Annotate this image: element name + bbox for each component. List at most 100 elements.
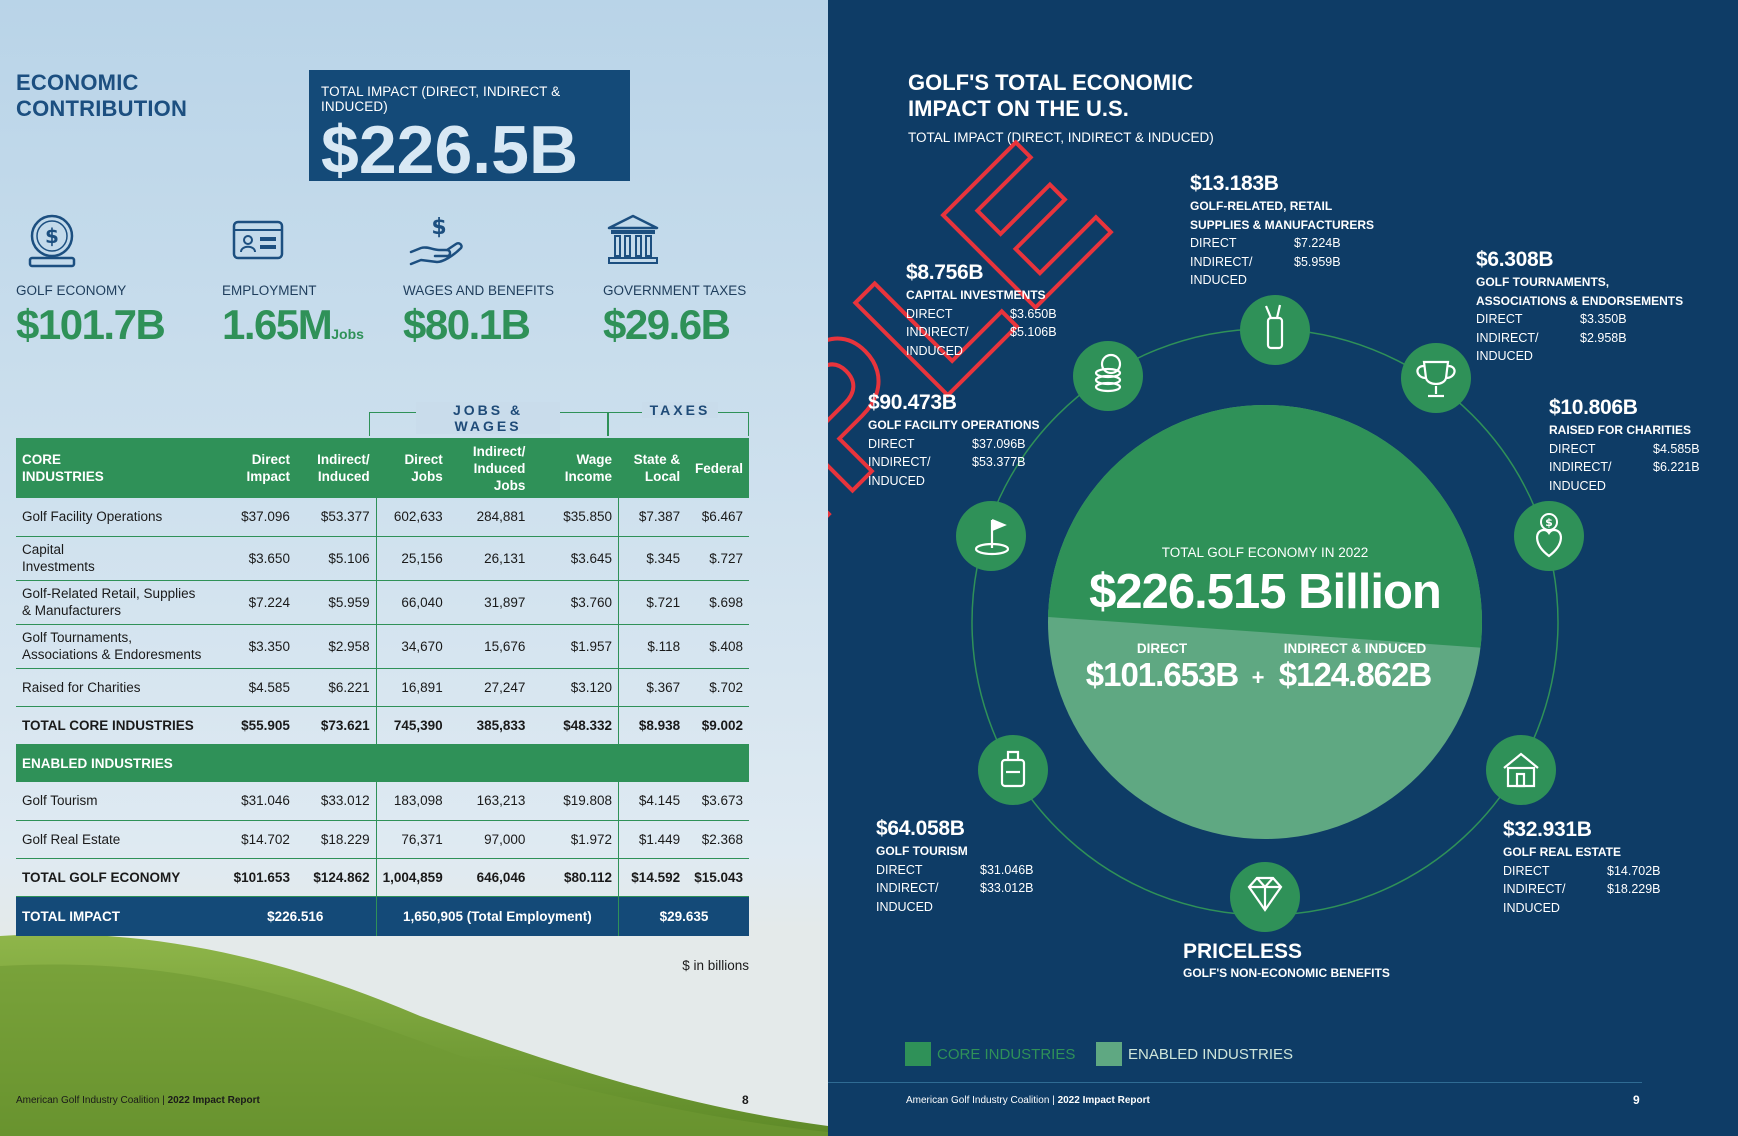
golf-bag-icon [1264, 304, 1284, 350]
table-cell: $7.224 [214, 580, 296, 625]
table-cell: $80.112 [531, 858, 620, 897]
enabled-industries-label: ENABLED INDUSTRIES [16, 744, 749, 782]
table-row: Golf Tournaments, Associations & Endoresm… [16, 624, 749, 669]
table-header-row: CORE INDUSTRIES Direct Impact Indirect/Ind… [16, 438, 749, 498]
table-cell: $3.760 [531, 580, 620, 625]
table-cell: Capital Investments [16, 536, 215, 581]
table-cell: $124.862 [295, 858, 377, 897]
economy-circle-graphic: $ [828, 98, 1584, 932]
jobs-wages-label: JOBS & WAGES [416, 402, 560, 434]
diamond-icon [1247, 876, 1283, 912]
table-cell: $15.043 [686, 858, 749, 897]
table-cell: $.721 [618, 580, 687, 625]
total-impact-row: TOTAL IMPACT $226.516 1,650,905 (Total Emp… [16, 896, 749, 936]
indirect-value: $124.862B [1278, 656, 1432, 693]
table-cell: $14.702 [214, 820, 296, 859]
header-wage-income: Wage Income [531, 438, 620, 498]
taxes-label: TAXES [642, 402, 718, 418]
table-cell: Golf Tournaments, Associations & Endoresm… [16, 624, 215, 669]
legend-enabled-swatch [1096, 1042, 1122, 1066]
table-cell: $3.120 [531, 668, 620, 707]
header-direct-impact: Direct Impact [214, 438, 296, 498]
table-cell: 183,098 [376, 782, 449, 821]
table-cell: 15,676 [448, 624, 532, 669]
table-cell: $.727 [686, 536, 749, 581]
table-cell: $37.096 [214, 498, 296, 537]
table-cell: $1.957 [531, 624, 620, 669]
table-cell: $19.808 [531, 782, 620, 821]
total-core-row: TOTAL CORE INDUSTRIES $55.905 $73.621 745,3… [16, 706, 749, 745]
plus-sign: + [1251, 665, 1265, 690]
table-cell: 76,371 [376, 820, 449, 859]
table-cell: Raised for Charities [16, 668, 215, 707]
units-note: $ in billions [682, 958, 749, 973]
footer-divider [828, 1082, 1642, 1083]
total-impact-label: TOTAL IMPACT (DIRECT, INDIRECT & INDUCED… [321, 84, 561, 114]
legend-enabled: ENABLED INDUSTRIES [1096, 1042, 1293, 1066]
table-cell: $226.516 [214, 896, 377, 936]
segment-capital: $8.756B CAPITAL INVESTMENTS DIRECT $3.650… [906, 261, 1057, 358]
table-cell: $3.673 [686, 782, 749, 821]
table-row: Raised for Charities $4.585 $6.221 16,891 27… [16, 668, 749, 707]
table-cell: $5.959 [295, 580, 377, 625]
left-page: ECONOMIC CONTRIBUTION TOTAL IMPACT (DIRE… [0, 0, 828, 1136]
table-cell: 97,000 [448, 820, 532, 859]
priceless-node [1230, 862, 1300, 932]
total-golf-economy-row: TOTAL GOLF ECONOMY $101.653 $124.862 1,004,… [16, 858, 749, 897]
table-cell: $4.585 [214, 668, 296, 707]
right-page: GOLF'S TOTAL ECONOMIC IMPACT ON THE U.S.… [828, 0, 1738, 1136]
table-cell: $.118 [618, 624, 687, 669]
header-indirect-induced: Indirect/Induced [295, 438, 377, 498]
table-cell: $.367 [618, 668, 687, 707]
table-cell: Golf Facility Operations [16, 498, 215, 537]
table-cell: 16,891 [376, 668, 449, 707]
table-cell: 284,881 [448, 498, 532, 537]
table-cell: $.408 [686, 624, 749, 669]
table-cell: $29.635 [618, 896, 749, 936]
trophy-icon [1416, 360, 1456, 398]
table-cell: 1,004,859 [376, 858, 449, 897]
table-cell: $18.229 [295, 820, 377, 859]
table-cell: $6.221 [295, 668, 377, 707]
table-cell: 26,131 [448, 536, 532, 581]
tourism-node [978, 735, 1048, 805]
id-card-icon [232, 220, 284, 260]
header-core-industries: CORE INDUSTRIES [16, 438, 215, 498]
header-direct-jobs: Direct Jobs [376, 438, 449, 498]
svg-text:$: $ [431, 215, 446, 240]
house-icon [1503, 752, 1539, 788]
bank-building-icon [607, 214, 659, 264]
legend-core-swatch [905, 1042, 931, 1066]
heart-dollar-icon: $ [1536, 513, 1562, 558]
table-cell: 385,833 [448, 706, 532, 745]
table-cell: $7.387 [618, 498, 687, 537]
table-cell: $55.905 [214, 706, 296, 745]
svg-text:$: $ [45, 224, 59, 248]
indirect-block: INDIRECT & INDUCED $124.862B [1260, 641, 1450, 694]
segment-tourism: $64.058B GOLF TOURISM DIRECT $31.046B IND… [876, 817, 1034, 914]
table-cell: $73.621 [295, 706, 377, 745]
table-cell: 646,046 [448, 858, 532, 897]
table-cell: 745,390 [376, 706, 449, 745]
table-cell: Golf Real Estate [16, 820, 215, 859]
table-cell: 34,670 [376, 624, 449, 669]
header-indirect-jobs: Indirect/Induced Jobs [448, 438, 532, 498]
table-cell: TOTAL GOLF ECONOMY [16, 858, 215, 897]
real-estate-node [1486, 735, 1556, 805]
capital-investments-node [1073, 341, 1143, 411]
direct-block: DIRECT $101.653B [1080, 641, 1244, 694]
header-state-local: State & Local [618, 438, 687, 498]
left-footer: American Golf Industry Coalition | 2022 … [16, 1095, 260, 1106]
kpi-employment: EMPLOYMENT 1.65MJobs [222, 212, 364, 357]
direct-share-fill [1048, 405, 1482, 650]
table-cell: TOTAL IMPACT [16, 896, 215, 936]
right-footer: American Golf Industry Coalition | 2022 … [906, 1095, 1150, 1106]
enabled-industries-row: ENABLED INDUSTRIES [16, 744, 749, 782]
total-impact-value: $226.5B [321, 112, 579, 188]
facility-node [956, 501, 1026, 571]
table-cell: 25,156 [376, 536, 449, 581]
kpi-government-taxes: GOVERNMENT TAXES $29.6B [603, 212, 746, 348]
table-cell: $3.350 [214, 624, 296, 669]
table-cell: $3.650 [214, 536, 296, 581]
table-cell: Golf Tourism [16, 782, 215, 821]
